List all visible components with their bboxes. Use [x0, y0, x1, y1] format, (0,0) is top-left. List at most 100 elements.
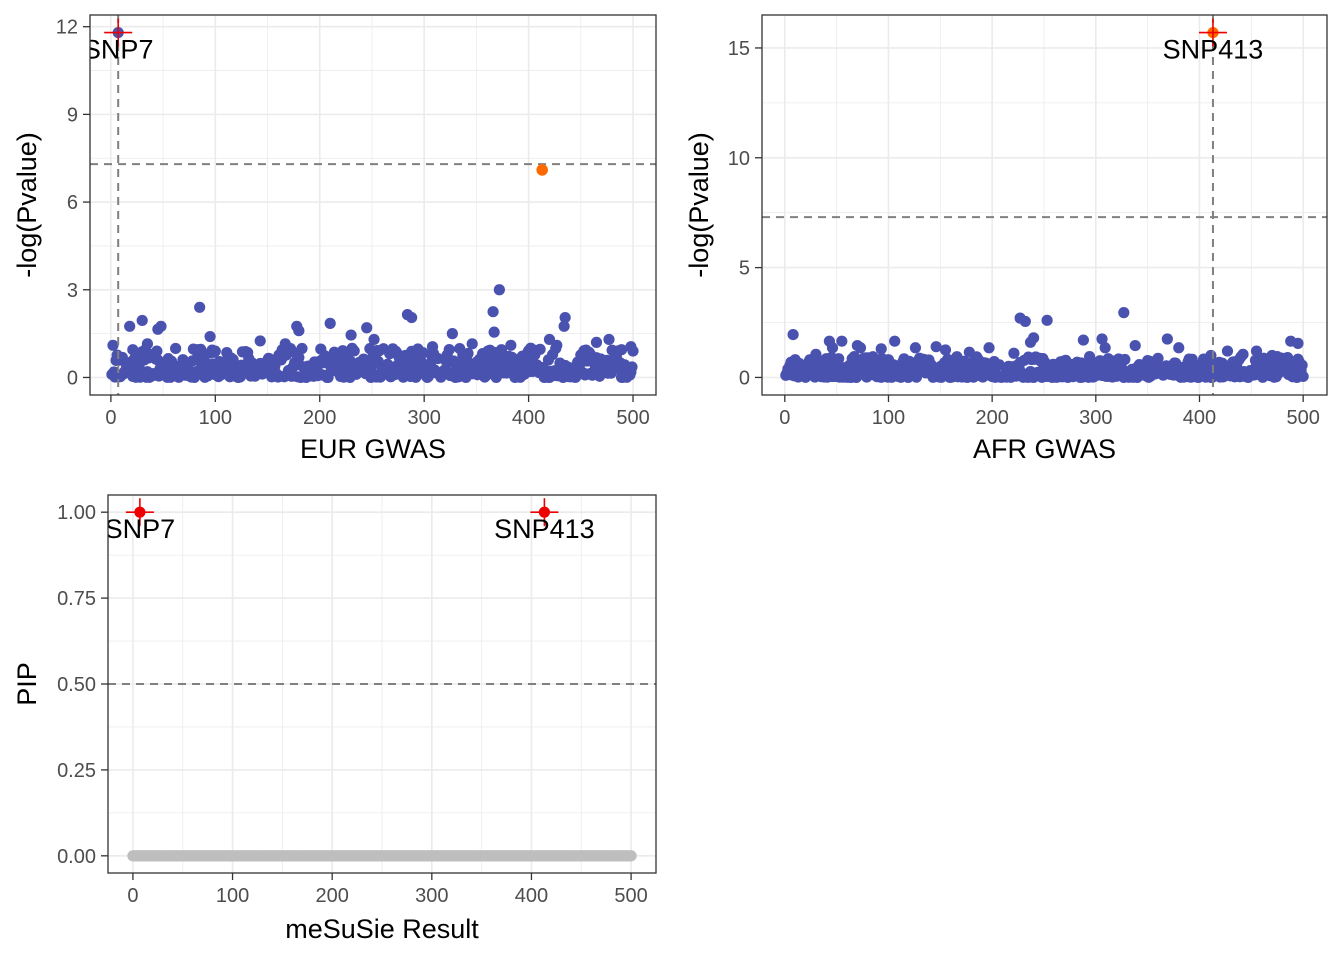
- y-axis: 0 5 10 15 -log(Pvalue): [684, 38, 762, 389]
- x-tick-label: 0: [105, 407, 116, 429]
- snp-label: SNP413: [494, 514, 595, 544]
- x-tick-label: 100: [872, 407, 905, 429]
- y-tick-label: 0: [67, 367, 78, 389]
- snp-point: [930, 341, 942, 353]
- snp-point: [1266, 349, 1278, 362]
- gridlines: [762, 15, 1327, 395]
- snp-point: [787, 328, 799, 341]
- y-tick-label: 0.75: [57, 588, 96, 610]
- snp-point: [1041, 314, 1053, 326]
- snp-point: [810, 348, 822, 360]
- panel-3: SNP7 SNP413 0 100 200 300 400 500 meSuSie Result…: [12, 494, 657, 944]
- highlighted-snp-point: [536, 164, 548, 176]
- x-axis-title: meSuSie Result: [285, 914, 479, 944]
- snp-point: [1119, 353, 1131, 366]
- snp-label: SNP413: [1163, 35, 1264, 65]
- snp-point: [443, 344, 455, 356]
- snp-point: [1096, 333, 1108, 345]
- snp-point: [446, 328, 458, 340]
- lead-snp-cross: [530, 498, 559, 527]
- snp-point: [1129, 339, 1141, 352]
- data-points: [127, 850, 637, 862]
- y-axis: 0 3 6 9 12 -log(Pvalue): [12, 17, 90, 389]
- snp-point: [559, 311, 571, 324]
- snp-point: [1221, 345, 1234, 357]
- snp-point: [1077, 334, 1089, 346]
- snp-point: [151, 345, 163, 357]
- y-tick-label: 0.50: [57, 674, 96, 696]
- x-tick-label: 400: [512, 407, 545, 429]
- snp-point: [626, 361, 638, 373]
- x-tick-label: 100: [199, 407, 232, 429]
- snp-point: [487, 306, 499, 318]
- snp-point: [534, 343, 546, 355]
- y-tick-label: 12: [56, 17, 78, 39]
- snp-point: [1292, 337, 1304, 349]
- y-tick-label: 6: [67, 192, 78, 214]
- x-tick-label: 100: [216, 885, 249, 907]
- x-tick-label: 0: [127, 885, 138, 907]
- snp-point: [1282, 351, 1294, 364]
- x-axis-title: EUR GWAS: [300, 434, 446, 464]
- x-axis: 0 100 200 300 400 500 EUR GWAS: [105, 395, 650, 464]
- snp-point: [836, 335, 848, 347]
- snp-point: [525, 342, 537, 354]
- snp-point: [1250, 345, 1263, 357]
- x-tick-label: 400: [515, 885, 548, 907]
- snp-point: [191, 344, 204, 356]
- snp-point: [1118, 307, 1130, 319]
- snp-point: [889, 335, 901, 347]
- snp-point: [348, 345, 360, 357]
- y-axis-title: PIP: [12, 662, 42, 706]
- x-tick-label: 500: [614, 885, 647, 907]
- panel-1: SNP7 0 100 200 300 400 500 EUR GWAS 0 3 6 9 12 -log(P…: [12, 14, 657, 464]
- y-tick-label: 10: [728, 148, 750, 170]
- gridlines: [90, 15, 656, 395]
- y-tick-label: 0.00: [57, 846, 96, 868]
- snp-point: [495, 344, 508, 356]
- snp-point: [505, 339, 517, 351]
- snp-point: [227, 354, 239, 366]
- snp-point: [279, 338, 291, 350]
- snp-point: [136, 314, 148, 327]
- snp-point: [615, 344, 628, 356]
- snp-point: [466, 338, 478, 350]
- snp-point: [909, 342, 922, 354]
- pip-point: [625, 850, 637, 862]
- y-tick-label: 0: [739, 367, 750, 389]
- snp-point: [1028, 332, 1040, 344]
- snp-point: [983, 342, 995, 354]
- snp-point: [1161, 333, 1173, 345]
- snp-label: SNP7: [105, 514, 176, 544]
- x-tick-label: 500: [616, 407, 649, 429]
- snp-point: [1019, 315, 1031, 328]
- x-axis-title: AFR GWAS: [973, 434, 1116, 464]
- snp-point: [848, 351, 860, 363]
- snp-point: [1297, 370, 1309, 383]
- snp-point: [1237, 348, 1249, 360]
- snp-point: [854, 342, 867, 354]
- y-axis-title: -log(Pvalue): [684, 132, 714, 278]
- data-points: [106, 284, 639, 384]
- notable-points: SNP7 SNP413: [105, 498, 595, 544]
- snp-point: [551, 339, 563, 351]
- x-tick-label: 200: [315, 885, 348, 907]
- snp-point: [1205, 349, 1217, 362]
- y-axis: 0.00 0.25 0.50 0.75 1.00 PIP: [12, 502, 108, 868]
- snp-point: [204, 330, 216, 343]
- lead-snp-cross: [1198, 18, 1227, 47]
- x-tick-label: 0: [779, 407, 790, 429]
- snp-point: [107, 339, 119, 351]
- y-tick-label: 0.25: [57, 760, 96, 782]
- y-tick-label: 9: [67, 104, 78, 126]
- y-tick-label: 15: [728, 38, 750, 60]
- snp-point: [1296, 359, 1308, 371]
- snp-point: [493, 284, 505, 296]
- snp-point: [426, 341, 439, 353]
- snp-point: [368, 333, 380, 346]
- x-tick-label: 300: [1079, 407, 1112, 429]
- snp-point: [345, 329, 357, 341]
- snp-point: [170, 342, 182, 355]
- y-tick-label: 5: [739, 258, 750, 280]
- snp-point: [826, 342, 839, 354]
